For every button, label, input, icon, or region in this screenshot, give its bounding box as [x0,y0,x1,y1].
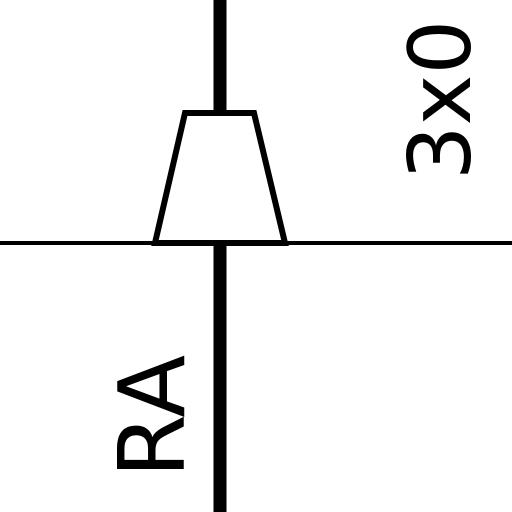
bottom-left-label: RA [99,355,206,478]
right-label: 3x0 [391,20,491,180]
trapezoid-symbol [151,110,289,246]
